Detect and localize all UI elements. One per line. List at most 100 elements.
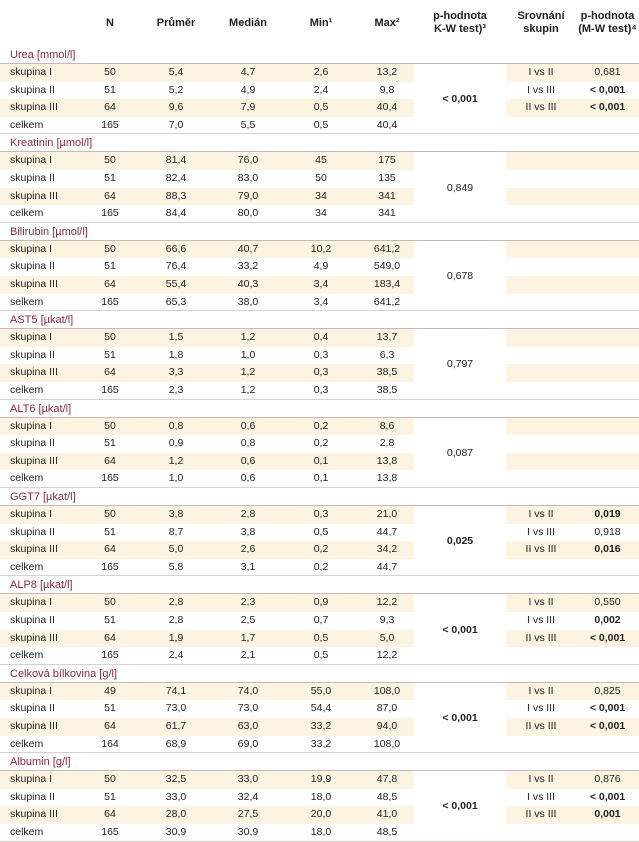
section-header: Celková bílkovina [g/l]	[0, 665, 639, 683]
cell-srov	[506, 294, 576, 312]
cell-mw: 0,876	[594, 773, 621, 786]
row-label: skupina III	[10, 366, 58, 379]
row-label: skupina I	[10, 596, 53, 609]
kw-pvalue: < 0,001	[442, 93, 478, 106]
section-divider	[0, 328, 639, 330]
cell-mw: < 0,001	[589, 83, 626, 96]
row-label: celkem	[10, 826, 44, 838]
cell-prumer: 82,4	[165, 172, 187, 184]
section-divider	[0, 151, 639, 153]
row-band	[0, 64, 414, 82]
row-label: celkem	[10, 737, 44, 750]
row-band	[0, 240, 414, 259]
cell-n: 51	[104, 614, 116, 626]
row-band	[506, 718, 639, 736]
row-label: celkem	[10, 118, 44, 131]
cell-max: 341	[378, 189, 396, 202]
header-srovnani-line1: Srovnání	[517, 10, 565, 22]
cell-median: 0,6	[240, 472, 256, 485]
section-title: Bilirubin [µmol/l]	[10, 225, 88, 238]
cell-median: 2,1	[240, 649, 256, 662]
cell-min: 10,2	[310, 242, 332, 255]
cell-median: 4,9	[240, 83, 256, 96]
cell-prumer: 7,0	[168, 118, 184, 131]
cell-median: 1,7	[240, 631, 256, 644]
cell-n: 165	[101, 649, 119, 662]
cell-n: 165	[101, 826, 119, 838]
table-row: skupina I 50 81,4 76,0 45 175	[0, 152, 639, 170]
section-header: Bilirubin [µmol/l]	[0, 223, 639, 241]
cell-min: 34	[315, 207, 327, 220]
cell-prumer: 3,8	[168, 508, 184, 520]
row-band	[0, 682, 414, 701]
cell-prumer: 81,4	[165, 154, 187, 167]
row-label: skupina III	[10, 720, 58, 732]
cell-srov	[506, 435, 576, 453]
cell-mw	[576, 382, 639, 400]
row-label: skupina I	[10, 684, 53, 697]
cell-n: 165	[101, 384, 119, 396]
cell-srov	[506, 470, 576, 488]
row-band	[0, 629, 414, 648]
cell-min: 0,1	[313, 454, 329, 467]
cell-n: 64	[104, 366, 116, 379]
header-prumer: Průměr	[156, 16, 196, 29]
cell-median: 69,0	[237, 737, 259, 750]
cell-mw: 0,918	[594, 525, 621, 538]
cell-max: 13,2	[376, 66, 398, 78]
cell-min: 0,2	[313, 560, 329, 573]
cell-n: 165	[101, 295, 119, 308]
cell-srov: I vs II	[528, 684, 554, 697]
section-bottom-rule	[0, 398, 639, 400]
cell-max: 2,8	[379, 437, 395, 450]
row-label: skupina II	[10, 83, 55, 96]
cell-max: 175	[378, 154, 396, 167]
row-band	[506, 276, 639, 294]
section-divider	[0, 681, 639, 683]
cell-min: 0,4	[313, 331, 329, 344]
cell-srov: I vs II	[528, 508, 554, 520]
row-band	[0, 541, 414, 559]
section-bottom-rule	[0, 752, 639, 754]
cell-n: 64	[104, 720, 116, 732]
cell-mw: < 0,001	[589, 702, 626, 715]
row-label: skupina II	[10, 172, 55, 184]
cell-median: 2,3	[240, 596, 256, 609]
cell-prumer: 3,3	[168, 366, 184, 379]
cell-srov	[506, 152, 576, 170]
row-band	[0, 152, 414, 170]
table-row: skupina II 51 73,0 73,0 54,4 87,0 I vs III < 0,…	[0, 700, 639, 718]
row-label: skupina III	[10, 454, 58, 467]
cell-srov	[506, 117, 576, 135]
cell-max: 94,0	[376, 720, 398, 732]
cell-min: 0,1	[313, 472, 329, 485]
kw-pvalue: < 0,001	[442, 623, 478, 636]
cell-srov: I vs III	[526, 525, 555, 538]
cell-n: 64	[104, 454, 116, 467]
cell-max: 41,0	[376, 808, 398, 821]
cell-max: 641,2	[373, 242, 401, 255]
cell-srov	[506, 736, 576, 754]
cell-srov	[506, 418, 576, 436]
cell-prumer: 73,0	[165, 702, 187, 715]
row-label: skupina III	[10, 543, 58, 556]
cell-median: 27,5	[237, 808, 259, 821]
cell-n: 51	[104, 702, 116, 715]
cell-max: 48,5	[376, 826, 398, 838]
cell-n: 51	[104, 437, 116, 450]
cell-min: 18,0	[310, 826, 332, 838]
cell-median: 3,8	[240, 525, 256, 538]
cell-srov	[506, 241, 576, 259]
cell-n: 50	[104, 419, 116, 432]
section-header: ALP8 [µkat/l]	[0, 576, 639, 595]
cell-mw: < 0,001	[589, 101, 626, 114]
cell-min: 0,3	[313, 366, 329, 379]
table-row: skupina I 50 32,5 33,0 19,9 47,8 I vs II 0,876	[0, 771, 639, 789]
row-band	[0, 187, 414, 206]
cell-min: 0,5	[313, 525, 329, 538]
row-label: skupina II	[10, 437, 55, 450]
section-divider	[0, 770, 639, 772]
section-bottom-rule	[0, 663, 639, 665]
header-mw-line2: (M-W test)⁴	[578, 23, 637, 35]
cell-n: 165	[101, 560, 119, 573]
